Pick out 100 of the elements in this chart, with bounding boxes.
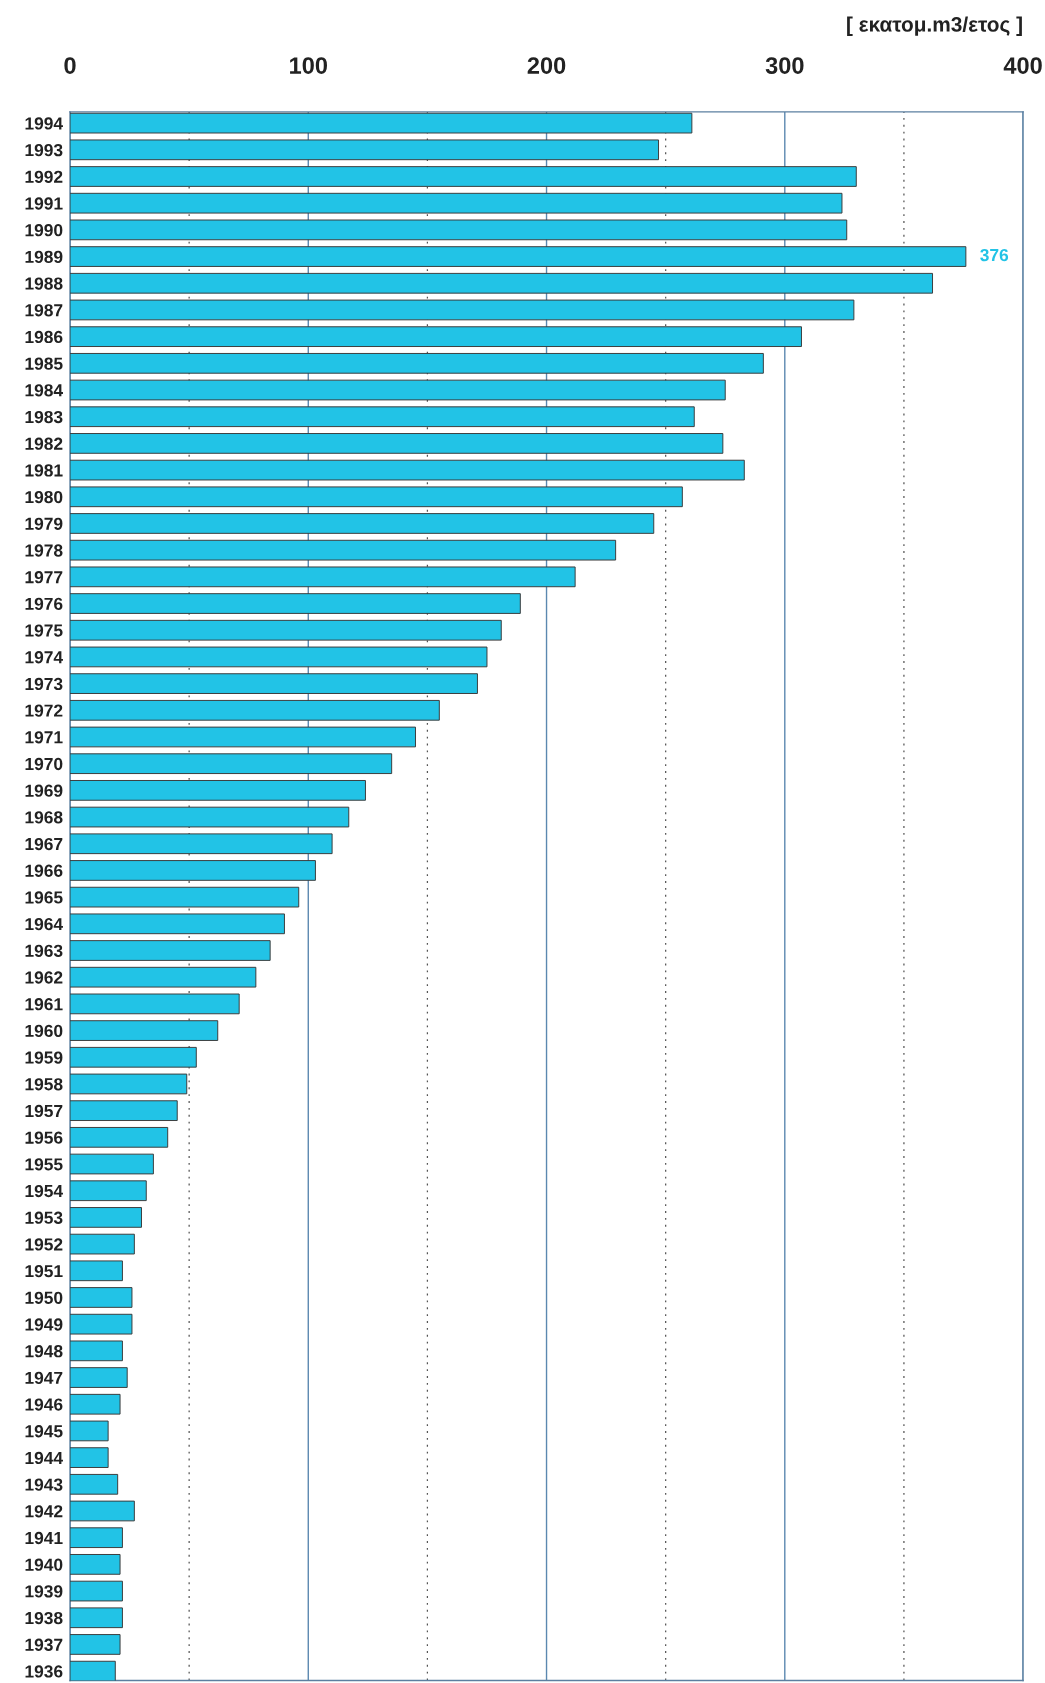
y-tick-label: 1944 <box>25 1451 63 1465</box>
bar <box>70 459 745 481</box>
y-tick-label: 1947 <box>25 1371 63 1385</box>
bar <box>70 753 393 775</box>
y-tick-label: 1965 <box>25 891 63 904</box>
y-tick-label: 1961 <box>25 998 63 1011</box>
y-tick-label: 1959 <box>25 1051 63 1064</box>
bar <box>70 1287 133 1308</box>
bar <box>70 1660 116 1681</box>
y-tick-label: 1981 <box>25 464 63 477</box>
bar <box>70 966 257 988</box>
bar <box>70 433 724 454</box>
y-tick-label: 1946 <box>25 1398 63 1411</box>
bar <box>70 1126 169 1148</box>
bar <box>70 833 333 855</box>
y-tick-label: 1969 <box>25 784 63 797</box>
y-tick-label: 1962 <box>25 971 63 984</box>
bar <box>70 940 271 961</box>
y-tick-label: 1936 <box>25 1665 63 1678</box>
bar <box>70 1527 123 1549</box>
x-tick-label: 400 <box>1003 57 1042 74</box>
y-tick-label: 1983 <box>25 410 63 424</box>
bar <box>70 1447 109 1468</box>
x-tick-label: 300 <box>765 57 804 74</box>
x-tick-label: 100 <box>290 57 328 74</box>
bar <box>70 352 764 374</box>
y-tick-label: 1950 <box>25 1291 63 1304</box>
y-tick-label: 1960 <box>25 1024 63 1038</box>
bar <box>70 913 285 935</box>
bar <box>70 192 843 214</box>
y-tick-label: 1993 <box>25 143 63 157</box>
bar <box>70 1100 178 1122</box>
bar <box>70 646 488 668</box>
y-tick-label: 1984 <box>25 384 63 397</box>
y-tick-label: 1958 <box>25 1078 63 1091</box>
y-tick-label: 1956 <box>25 1131 63 1144</box>
y-tick-label: 1967 <box>25 837 63 851</box>
y-tick-label: 1937 <box>25 1638 63 1651</box>
y-tick-label: 1970 <box>25 757 63 771</box>
bar <box>70 1233 135 1255</box>
x-axis-title: [ εκατομ.m3/ετος ] <box>847 16 1022 36</box>
y-tick-label: 1980 <box>25 490 63 504</box>
y-tick-label: 1940 <box>25 1558 63 1571</box>
bar <box>70 593 521 614</box>
bar <box>70 1607 123 1629</box>
y-tick-label: 1963 <box>25 944 63 957</box>
bar <box>70 886 300 908</box>
bar <box>70 1340 123 1362</box>
bar <box>70 780 366 801</box>
bar <box>70 1473 119 1495</box>
x-tick-label: 0 <box>64 57 76 74</box>
y-tick-label: 1938 <box>25 1611 63 1625</box>
y-tick-label: 1978 <box>25 544 63 557</box>
y-tick-label: 1945 <box>25 1425 63 1438</box>
x-tick-label: 200 <box>527 57 566 74</box>
y-tick-label: 1986 <box>25 330 63 344</box>
bar <box>70 1020 219 1041</box>
y-tick-label: 1979 <box>25 517 63 530</box>
y-tick-label: 1972 <box>25 704 63 717</box>
y-tick-label: 1948 <box>25 1345 63 1358</box>
bar <box>70 1260 123 1282</box>
y-tick-label: 1992 <box>25 170 63 183</box>
y-tick-label: 1968 <box>25 811 63 824</box>
bar <box>70 486 683 508</box>
bar <box>70 1046 197 1068</box>
bar <box>70 673 478 694</box>
y-tick-label: 1973 <box>25 677 63 691</box>
bar <box>70 246 967 267</box>
y-tick-label: 1952 <box>25 1238 63 1251</box>
bar <box>70 219 848 241</box>
bar <box>70 513 655 534</box>
bar <box>70 112 693 134</box>
y-tick-label: 1953 <box>25 1211 63 1224</box>
bar <box>70 299 855 321</box>
bar <box>70 1180 147 1202</box>
bar <box>70 539 617 561</box>
bar <box>70 1420 109 1442</box>
bar <box>70 806 350 828</box>
bar <box>70 993 240 1015</box>
y-tick-label: 1964 <box>25 917 63 931</box>
y-tick-label: 1988 <box>25 277 63 290</box>
y-tick-label: 1990 <box>25 224 63 237</box>
bar <box>70 1554 121 1575</box>
y-tick-label: 1957 <box>25 1104 63 1118</box>
bar <box>70 1393 121 1415</box>
bar <box>70 406 695 428</box>
y-tick-label: 1941 <box>25 1531 63 1545</box>
y-tick-label: 1966 <box>25 864 63 877</box>
bar <box>70 860 316 881</box>
y-tick-label: 1987 <box>25 304 63 317</box>
bar <box>70 326 802 348</box>
y-tick-label: 1955 <box>25 1158 63 1171</box>
y-tick-label: 1949 <box>25 1318 63 1331</box>
bar <box>70 619 502 641</box>
bar <box>70 1313 133 1335</box>
bar <box>70 139 660 161</box>
bar <box>70 726 416 748</box>
bar <box>70 566 576 588</box>
bar <box>70 1153 154 1175</box>
bar <box>70 1580 123 1602</box>
